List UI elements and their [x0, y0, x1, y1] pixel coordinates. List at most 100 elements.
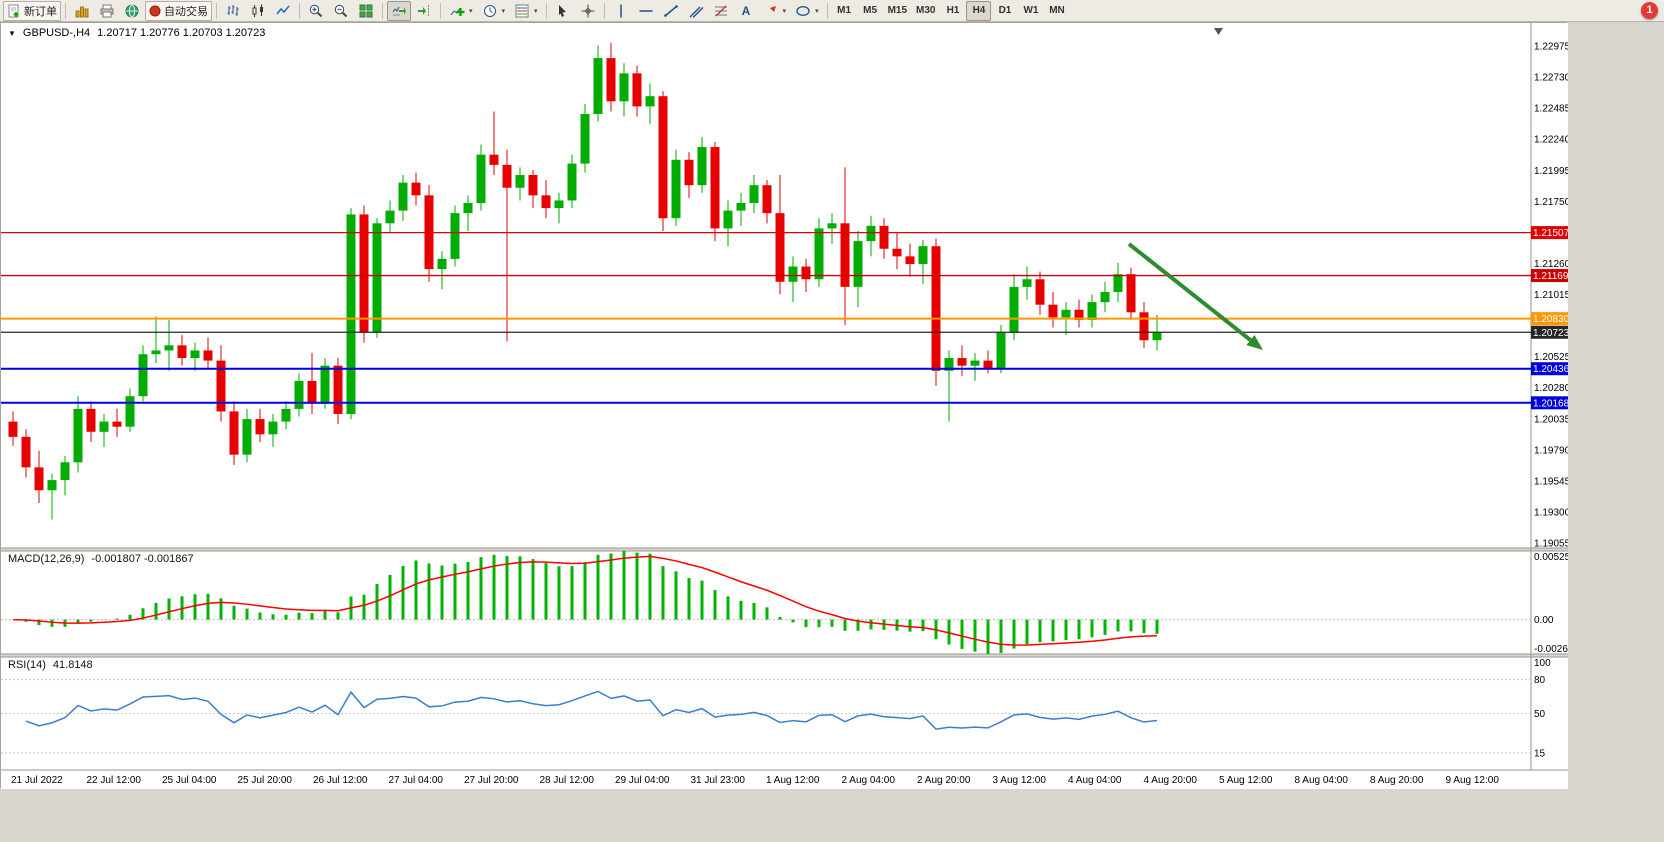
indicators-button[interactable]: ▾: [445, 1, 477, 21]
price-axis-label: 1.19300: [1534, 507, 1568, 518]
horizontal-line-button[interactable]: [634, 1, 658, 21]
candle-body: [281, 408, 291, 422]
price-tag[interactable]: [1531, 362, 1568, 376]
candle-body: [801, 266, 811, 280]
price-tag[interactable]: [1531, 226, 1568, 240]
price-tag[interactable]: [1531, 312, 1568, 326]
periods-button[interactable]: ▾: [478, 1, 510, 21]
new-order-button[interactable]: 新订单: [3, 0, 61, 21]
trendline-icon: [663, 3, 679, 19]
templates-button[interactable]: ▾: [510, 1, 542, 21]
candle-body: [749, 185, 759, 203]
candle-body: [99, 421, 109, 432]
price-tag-label: 1.21169: [1533, 271, 1568, 282]
timeframe-button-mn[interactable]: MN: [1044, 1, 1069, 21]
candlestick-chart-button[interactable]: [246, 1, 270, 21]
candle-body: [1087, 302, 1097, 320]
time-axis-label: 5 Aug 12:00: [1219, 775, 1273, 786]
timeframe-button-m15[interactable]: M15: [884, 1, 911, 21]
charts-button[interactable]: [70, 1, 94, 21]
timeframe-button-d1[interactable]: D1: [992, 1, 1017, 21]
price-tag[interactable]: [1531, 396, 1568, 410]
toolbar-separator: [65, 2, 66, 19]
chart-window: 1.22975 1.22730 1.22485 1.22240 1.21995 1.217…: [0, 22, 1568, 789]
toolbar-separator: [826, 2, 828, 19]
candle-body: [606, 58, 616, 102]
time-axis-label: 29 Jul 04:00: [615, 775, 670, 786]
chart-canvas[interactable]: 1.22975 1.22730 1.22485 1.22240 1.21995 1.217…: [1, 23, 1568, 789]
bar-chart-button[interactable]: [221, 1, 245, 21]
time-axis-label: 25 Jul 20:00: [238, 775, 293, 786]
channel-button[interactable]: [684, 1, 708, 21]
community-button[interactable]: [120, 1, 144, 21]
price-axis-label: 1.21015: [1534, 290, 1568, 301]
timeframe-button-h4[interactable]: H4: [966, 0, 992, 21]
trend-arrow[interactable]: [1127, 242, 1252, 342]
candle-body: [1074, 309, 1084, 320]
candle-body: [905, 256, 915, 264]
cursor-button[interactable]: [551, 1, 575, 21]
candlestick-chart-icon: [250, 3, 266, 19]
one-click-trading-toggle[interactable]: ▼: [8, 28, 16, 38]
candle-body: [203, 350, 213, 361]
macd-name: MACD(12,26,9): [8, 553, 85, 565]
price-axis-label: 1.20525: [1534, 352, 1568, 363]
zoom-in-button[interactable]: [304, 1, 328, 21]
toolbar-separator: [545, 2, 547, 19]
chart-shift-marker[interactable]: [1214, 28, 1223, 35]
fibonacci-button[interactable]: [709, 1, 733, 21]
rsi-line: [25, 690, 1158, 730]
pane-separator[interactable]: [1, 548, 1568, 551]
timeframe-button-m5[interactable]: M5: [858, 1, 883, 21]
price-tag[interactable]: [1531, 325, 1568, 339]
price-tag[interactable]: [1531, 269, 1568, 283]
vertical-line-button[interactable]: [609, 1, 633, 21]
line-chart-button[interactable]: [271, 1, 295, 21]
price-axis-label: 1.19790: [1534, 445, 1568, 456]
crosshair-icon: [580, 3, 596, 19]
print-button[interactable]: [95, 1, 119, 21]
chart-shift-button[interactable]: [412, 1, 436, 21]
timeframe-button-h1[interactable]: H1: [940, 1, 965, 21]
time-axis-label: 3 Aug 12:00: [993, 775, 1047, 786]
candle-body: [333, 365, 343, 414]
price-axis-label: 1.20280: [1534, 383, 1568, 394]
pane-separator[interactable]: [1, 654, 1568, 657]
auto-scroll-icon: [391, 3, 407, 19]
crosshair-button[interactable]: [576, 1, 600, 21]
clock-icon: [482, 3, 498, 19]
time-axis-label: 1 Aug 12:00: [766, 775, 820, 786]
price-axis-label: 1.21260: [1534, 259, 1568, 270]
chevron-down-icon: ▾: [501, 7, 506, 15]
arrows-button[interactable]: ▾: [759, 1, 791, 21]
shapes-button[interactable]: ▾: [791, 1, 823, 21]
price-axis-label: 1.22730: [1534, 73, 1568, 84]
price-axis-label: 1.20035: [1534, 414, 1568, 425]
macd-label: MACD(12,26,9) -0.001807 -0.001867: [8, 553, 194, 565]
rsi-name: RSI(14): [8, 659, 46, 671]
text-button[interactable]: A: [734, 1, 758, 21]
horizontal-line-icon: [638, 3, 654, 19]
tile-windows-button[interactable]: [354, 1, 378, 21]
candle-body: [723, 210, 733, 229]
candle-body: [580, 114, 590, 164]
zoom-out-button[interactable]: [329, 1, 353, 21]
candle-body: [866, 225, 876, 242]
trend-arrow-head[interactable]: [1246, 334, 1263, 350]
candle-body: [1061, 309, 1071, 318]
timeframe-button-m30[interactable]: M30: [912, 1, 939, 21]
candle-body: [788, 266, 798, 282]
price-tag-label: 1.20436: [1533, 364, 1568, 375]
rsi-label: RSI(14) 41.8148: [8, 659, 93, 671]
price-tag-label: 1.20723: [1533, 328, 1568, 339]
new-order-label: 新订单: [24, 5, 57, 18]
notification-badge[interactable]: 1: [1641, 2, 1658, 19]
timeframe-button-m1[interactable]: M1: [832, 1, 857, 21]
trendline-button[interactable]: [659, 1, 683, 21]
timeframe-button-w1[interactable]: W1: [1018, 1, 1043, 21]
time-axis-label: 8 Aug 04:00: [1295, 775, 1349, 786]
candle-body: [1139, 312, 1149, 341]
auto-scroll-button[interactable]: [387, 0, 411, 21]
autotrading-button[interactable]: 自动交易: [145, 0, 212, 21]
candle-body: [645, 96, 655, 107]
